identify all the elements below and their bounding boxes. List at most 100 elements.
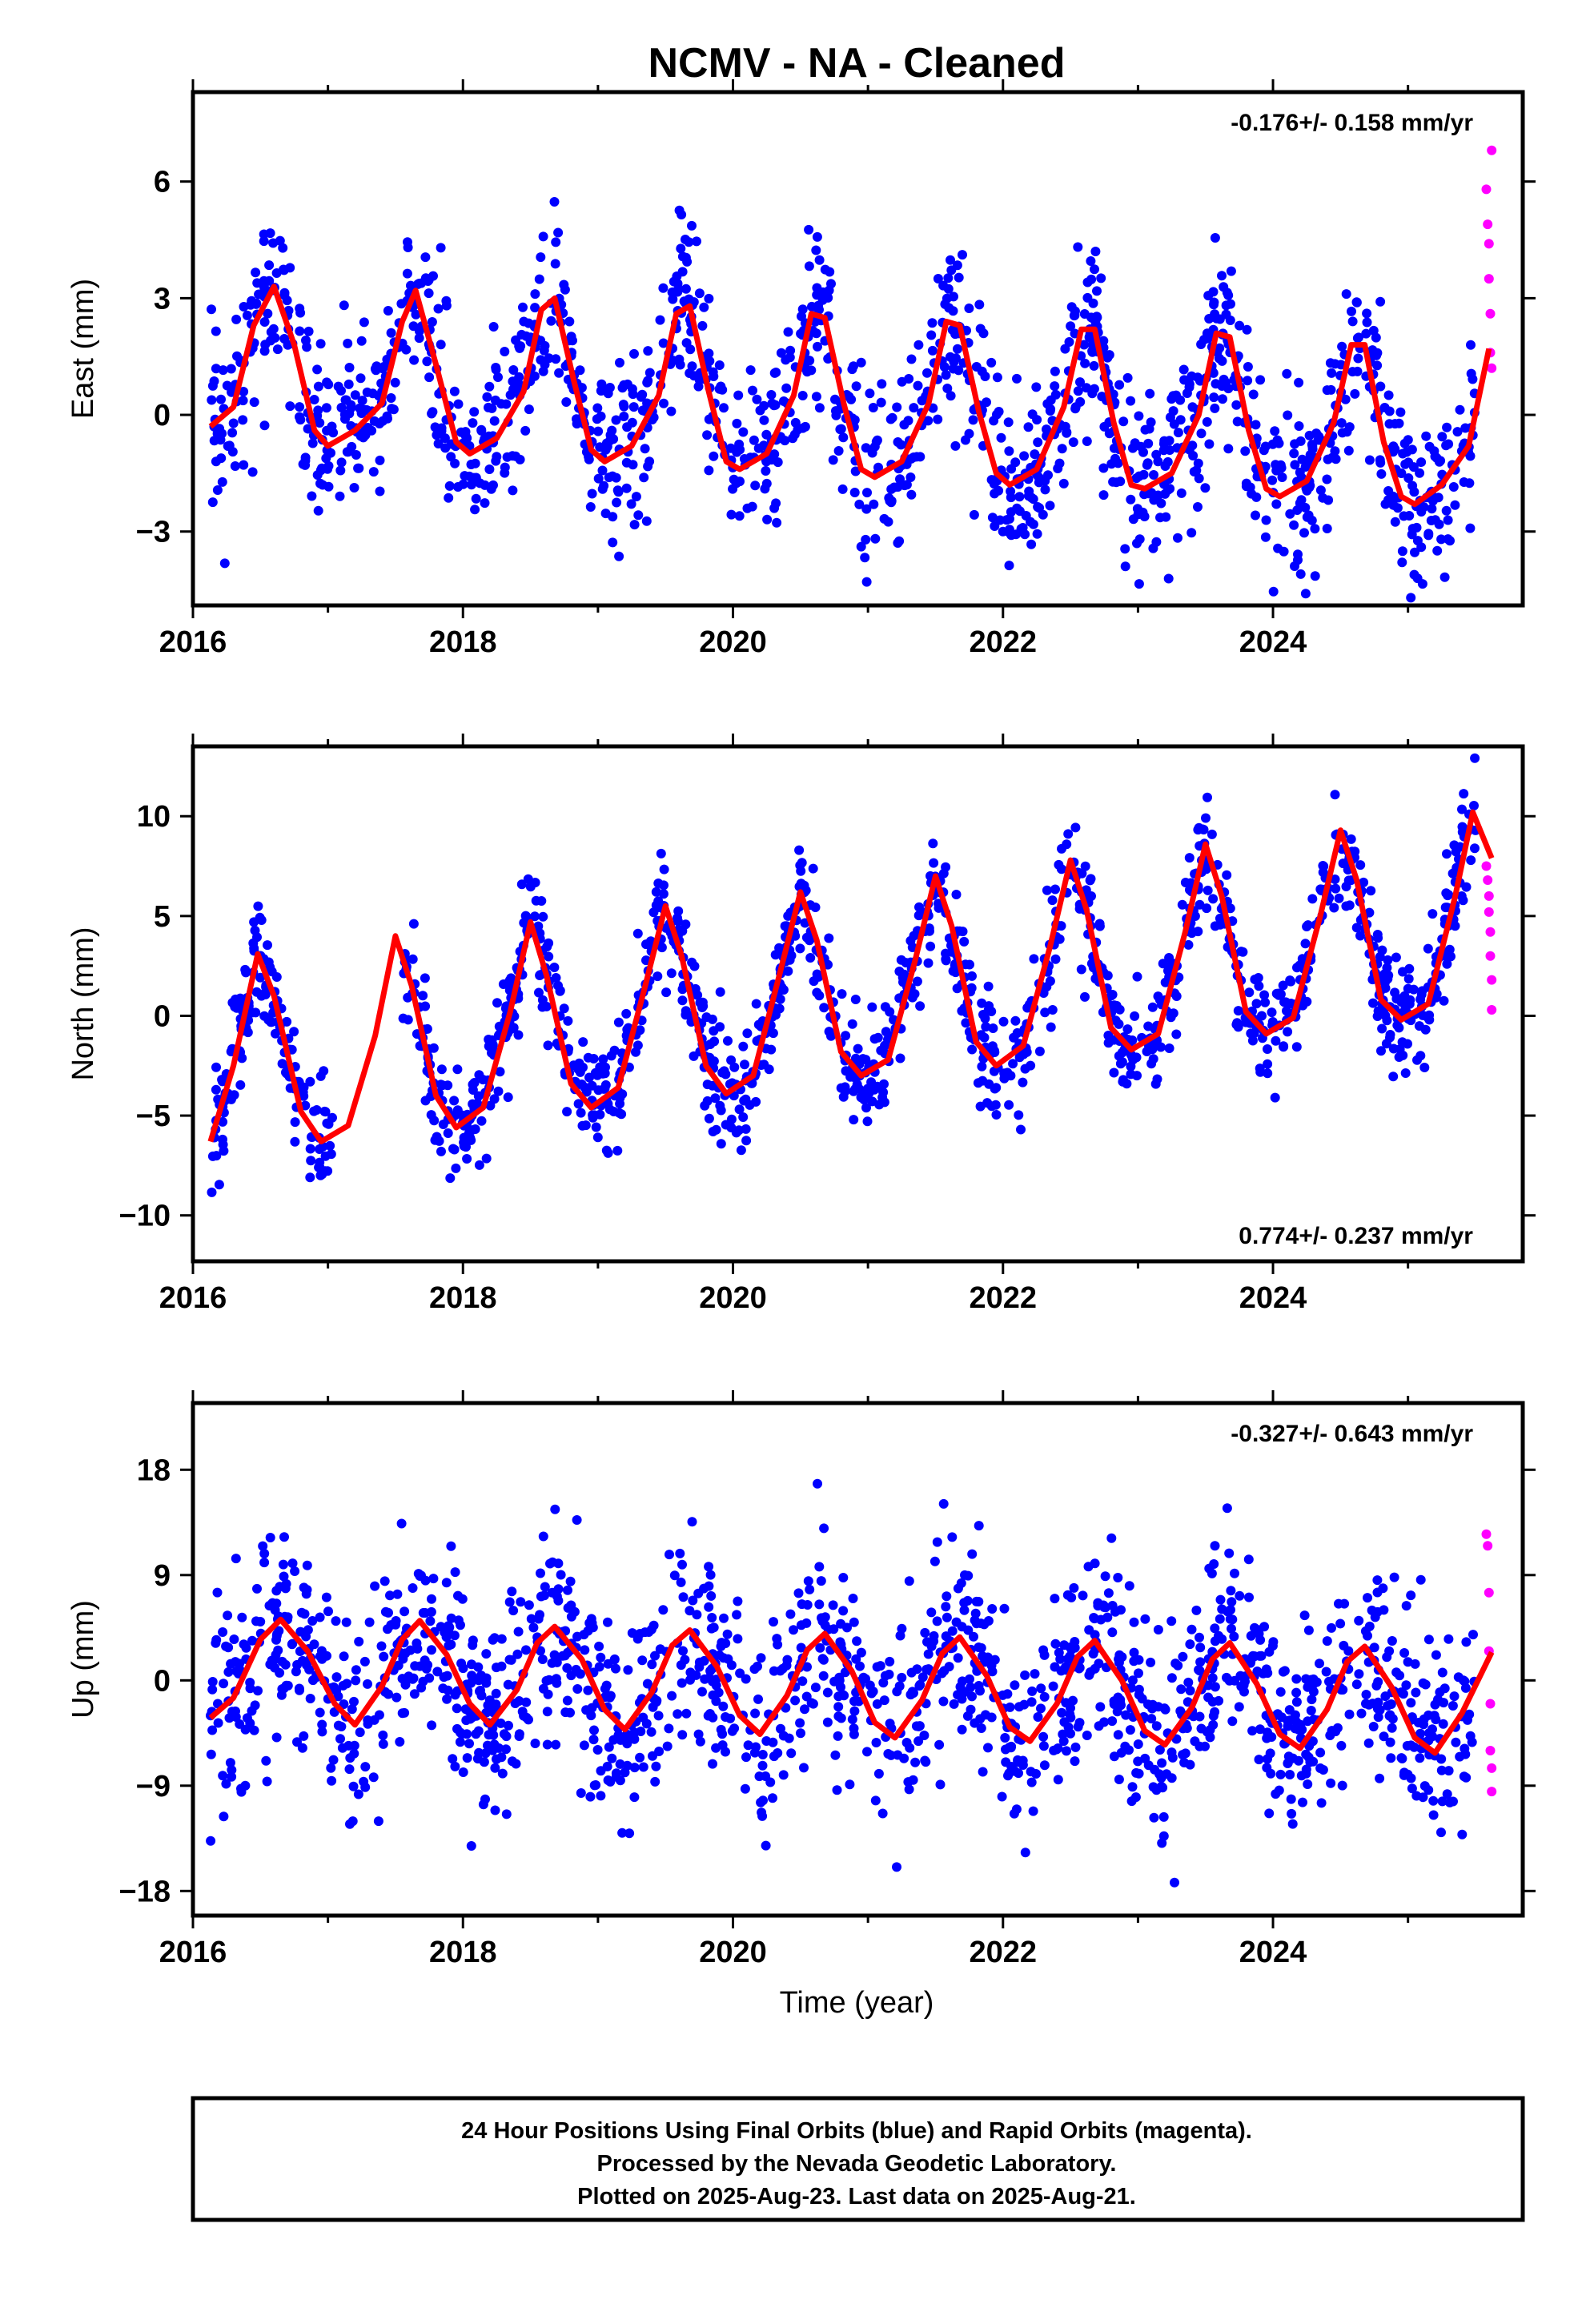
up-final-point: [1178, 1651, 1188, 1662]
up-final-point: [589, 1725, 599, 1735]
up-final-point: [333, 1720, 343, 1731]
east-final-point: [1372, 360, 1383, 371]
east-final-point: [1046, 404, 1056, 414]
north-rapid-point: [1485, 951, 1496, 961]
north-final-point: [1203, 885, 1213, 895]
north-final-point: [1103, 1038, 1114, 1048]
east-final-point: [629, 520, 640, 530]
east-final-point: [950, 440, 961, 451]
up-final-point: [302, 1660, 311, 1671]
up-final-point: [1263, 1727, 1272, 1738]
north-final-point: [738, 1041, 749, 1051]
up-final-point: [880, 1671, 890, 1681]
east-final-point: [913, 380, 923, 391]
up-final-point: [1133, 1756, 1143, 1767]
up-final-point: [299, 1609, 310, 1619]
east-final-point: [814, 255, 825, 265]
up-final-point: [1239, 1680, 1249, 1691]
east-final-point: [1032, 415, 1042, 425]
east-final-point: [1354, 332, 1363, 343]
up-final-point: [688, 1595, 698, 1606]
up-final-point: [501, 1809, 512, 1819]
up-final-point: [290, 1566, 300, 1576]
up-final-point: [1354, 1615, 1364, 1626]
east-final-point: [508, 365, 519, 375]
east-final-point: [427, 317, 437, 327]
up-final-point: [1082, 1731, 1092, 1740]
east-final-point: [776, 348, 786, 358]
north-final-point: [1408, 984, 1419, 995]
up-final-point: [1178, 1750, 1188, 1760]
up-final-point: [842, 1622, 852, 1633]
east-final-point: [1215, 314, 1225, 324]
north-final-point: [1047, 895, 1058, 906]
north-final-point: [689, 1051, 699, 1061]
up-final-point: [1372, 1575, 1383, 1586]
east-final-point: [811, 328, 821, 339]
east-final-point: [592, 414, 602, 424]
north-final-point: [1423, 943, 1433, 954]
east-final-point: [1421, 431, 1431, 441]
north-frame: [191, 744, 1525, 1264]
up-final-point: [1028, 1806, 1038, 1816]
north-final-point: [590, 1068, 600, 1078]
north-final-point: [436, 1146, 446, 1156]
up-final-point: [647, 1659, 657, 1670]
east-final-point: [420, 273, 431, 283]
north-final-point: [736, 1145, 746, 1156]
east-final-point: [356, 336, 367, 346]
footer-line-2: Processed by the Nevada Geodetic Laborat…: [597, 2151, 1117, 2177]
up-final-point: [253, 1686, 263, 1696]
up-final-point: [460, 1704, 471, 1715]
east-final-point: [226, 364, 236, 374]
east-final-point: [600, 509, 611, 519]
up-final-point: [1373, 1712, 1383, 1723]
up-final-point: [611, 1663, 620, 1674]
north-final-point: [849, 1115, 859, 1125]
up-final-point: [1275, 1769, 1286, 1779]
east-final-point: [1187, 402, 1198, 412]
east-final-point: [530, 303, 540, 313]
east-final-point: [436, 426, 447, 436]
east-final-point: [870, 533, 881, 544]
up-final-point: [941, 1631, 951, 1642]
up-final-point: [265, 1533, 275, 1542]
east-final-point: [1299, 528, 1309, 538]
east-final-point: [1362, 317, 1372, 328]
east-final-point: [1430, 515, 1440, 525]
up-rate-label: -0.327+/- 0.643 mm/yr: [1231, 1421, 1473, 1447]
up-final-point: [1428, 1795, 1439, 1806]
up-final-point: [718, 1701, 729, 1711]
up-final-point: [497, 1768, 508, 1779]
up-final-point: [1129, 1647, 1139, 1658]
east-final-point: [1445, 536, 1455, 546]
north-final-point: [1372, 930, 1383, 939]
north-final-point: [986, 1007, 997, 1016]
up-final-point: [1255, 1634, 1266, 1645]
up-final-point: [938, 1498, 949, 1509]
up-final-point: [307, 1616, 318, 1626]
north-final-point: [474, 1160, 484, 1170]
east-final-point: [544, 353, 554, 364]
east-final-point: [1082, 277, 1093, 287]
up-final-point: [576, 1788, 586, 1798]
north-final-point: [938, 868, 949, 879]
east-final-point: [1251, 420, 1261, 430]
north-final-point: [738, 1112, 749, 1122]
north-final-point: [723, 1035, 733, 1046]
east-final-point: [283, 305, 294, 316]
up-final-point: [624, 1828, 635, 1839]
east-final-point: [851, 381, 861, 392]
east-final-point: [849, 488, 860, 497]
north-final-point: [1147, 1044, 1158, 1055]
east-final-point: [943, 273, 954, 283]
up-final-point: [295, 1685, 304, 1695]
up-final-point: [322, 1651, 331, 1661]
north-final-point: [1046, 1022, 1056, 1032]
east-final-point: [488, 322, 499, 332]
north-final-point: [525, 882, 536, 892]
north-final-point: [1080, 991, 1090, 1002]
east-final-point: [1104, 350, 1114, 360]
up-final-point: [685, 1606, 695, 1616]
east-final-point: [644, 456, 655, 467]
